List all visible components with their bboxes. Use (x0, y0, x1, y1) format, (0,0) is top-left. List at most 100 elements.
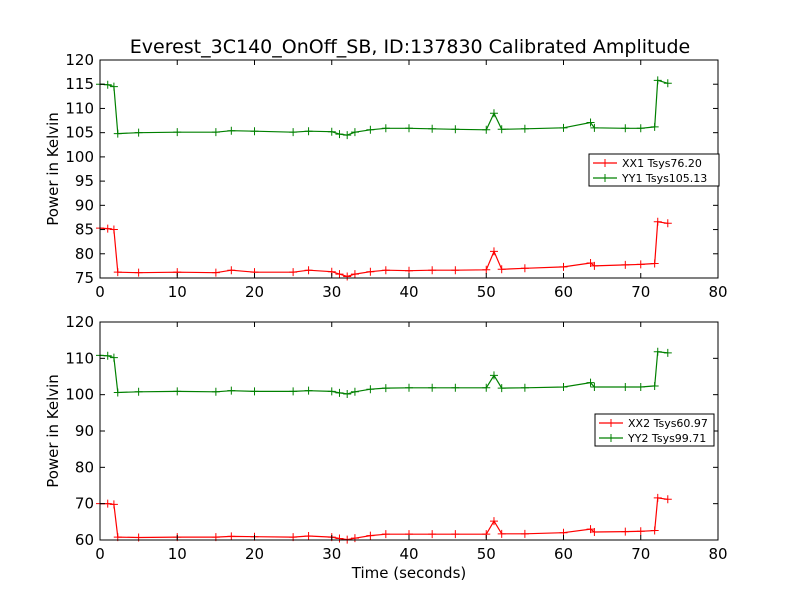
data-point (304, 266, 313, 275)
figure-title: Everest_3C140_OnOff_SB, ID:137830 Calibr… (130, 36, 691, 58)
x-tick-label: 0 (95, 545, 105, 563)
data-point (621, 527, 630, 536)
y-tick-label: 110 (65, 349, 94, 367)
x-tick-label: 30 (322, 545, 341, 563)
data-point (586, 118, 595, 127)
data-point (289, 128, 298, 137)
y-tick-label: 115 (65, 75, 94, 93)
data-point (227, 532, 236, 541)
y-axis-label: Power in Kelvin (44, 112, 62, 226)
data-point (520, 529, 529, 538)
data-point (381, 266, 390, 275)
data-point (381, 124, 390, 133)
data-point (663, 495, 672, 504)
x-tick-label: 70 (631, 545, 650, 563)
data-point (134, 387, 143, 396)
data-point (304, 532, 313, 541)
data-point (327, 127, 336, 136)
legend-box (588, 153, 720, 187)
series-line-2 (99, 351, 668, 395)
data-point (590, 261, 599, 270)
y-axis-label: Power in Kelvin (44, 374, 62, 488)
data-point (211, 268, 220, 277)
data-point (650, 381, 659, 390)
x-tick-label: 10 (168, 283, 187, 301)
y-tick-label: 105 (65, 124, 94, 142)
data-point (636, 383, 645, 392)
y-tick-label: 80 (75, 458, 94, 476)
data-point (109, 82, 118, 91)
data-point (227, 386, 236, 395)
x-tick-label: 30 (322, 283, 341, 301)
data-point (304, 386, 313, 395)
data-point (489, 109, 498, 118)
data-point (335, 270, 344, 279)
plot-panel-2: 0 10 20 30 40 50 60 70 80 60 70 80 90 100 110 120 Power … (44, 313, 728, 582)
data-point (366, 531, 375, 540)
x-tick-label: 70 (631, 283, 650, 301)
legend-marker (601, 159, 609, 167)
data-point (621, 383, 630, 392)
y-tick-label: 120 (65, 51, 94, 69)
data-point (636, 124, 645, 133)
data-point (489, 517, 498, 526)
legend-label: XX2 Tsys60.97 (628, 417, 708, 430)
data-point (381, 384, 390, 393)
data-point (250, 127, 259, 136)
y-tick-label: 100 (65, 148, 94, 166)
y-tick-label: 95 (75, 172, 94, 190)
data-point (103, 351, 112, 360)
data-point (497, 384, 506, 393)
data-point (497, 529, 506, 538)
data-point (343, 272, 352, 281)
data-point (211, 128, 220, 137)
data-point (103, 499, 112, 508)
x-tick-label: 40 (399, 545, 418, 563)
data-point (653, 76, 662, 85)
data-point (335, 534, 344, 543)
x-tick-label: 50 (477, 545, 496, 563)
data-point (428, 266, 437, 275)
data-point (497, 125, 506, 134)
data-point (663, 79, 672, 88)
data-point (451, 383, 460, 392)
data-point (520, 383, 529, 392)
data-point (134, 128, 143, 137)
data-point (113, 129, 122, 138)
data-point (451, 266, 460, 275)
data-point (428, 530, 437, 539)
data-point (304, 127, 313, 136)
x-tick-label: 0 (95, 283, 105, 301)
x-tick-label: 20 (245, 283, 264, 301)
legend: XX2 Tsys60.97 YY2 Tsys99.71 (594, 413, 715, 447)
y-tick-label: 60 (75, 531, 94, 549)
y-tick-label: 120 (65, 313, 94, 331)
data-point (134, 268, 143, 277)
y-tick-label: 75 (75, 269, 94, 287)
data-point (482, 265, 491, 274)
y-tick-label: 100 (65, 386, 94, 404)
data-point (650, 259, 659, 268)
y-tick-label: 70 (75, 495, 94, 513)
data-point (227, 126, 236, 135)
data-point (289, 387, 298, 396)
data-point (520, 124, 529, 133)
data-point (621, 124, 630, 133)
data-point (211, 387, 220, 396)
data-point (636, 527, 645, 536)
data-point (405, 124, 413, 133)
data-point (559, 123, 568, 132)
x-axis-label: Time (seconds) (351, 564, 467, 582)
data-point (520, 264, 529, 273)
x-tick-label: 80 (708, 283, 727, 301)
data-point (489, 371, 498, 380)
data-point (173, 387, 182, 396)
y-tick-label: 85 (75, 221, 94, 239)
data-point (289, 268, 298, 277)
x-tick-label: 40 (399, 283, 418, 301)
data-point (653, 493, 662, 502)
x-tick-label: 80 (708, 545, 727, 563)
x-tick-label: 20 (245, 545, 264, 563)
data-point (451, 125, 460, 134)
